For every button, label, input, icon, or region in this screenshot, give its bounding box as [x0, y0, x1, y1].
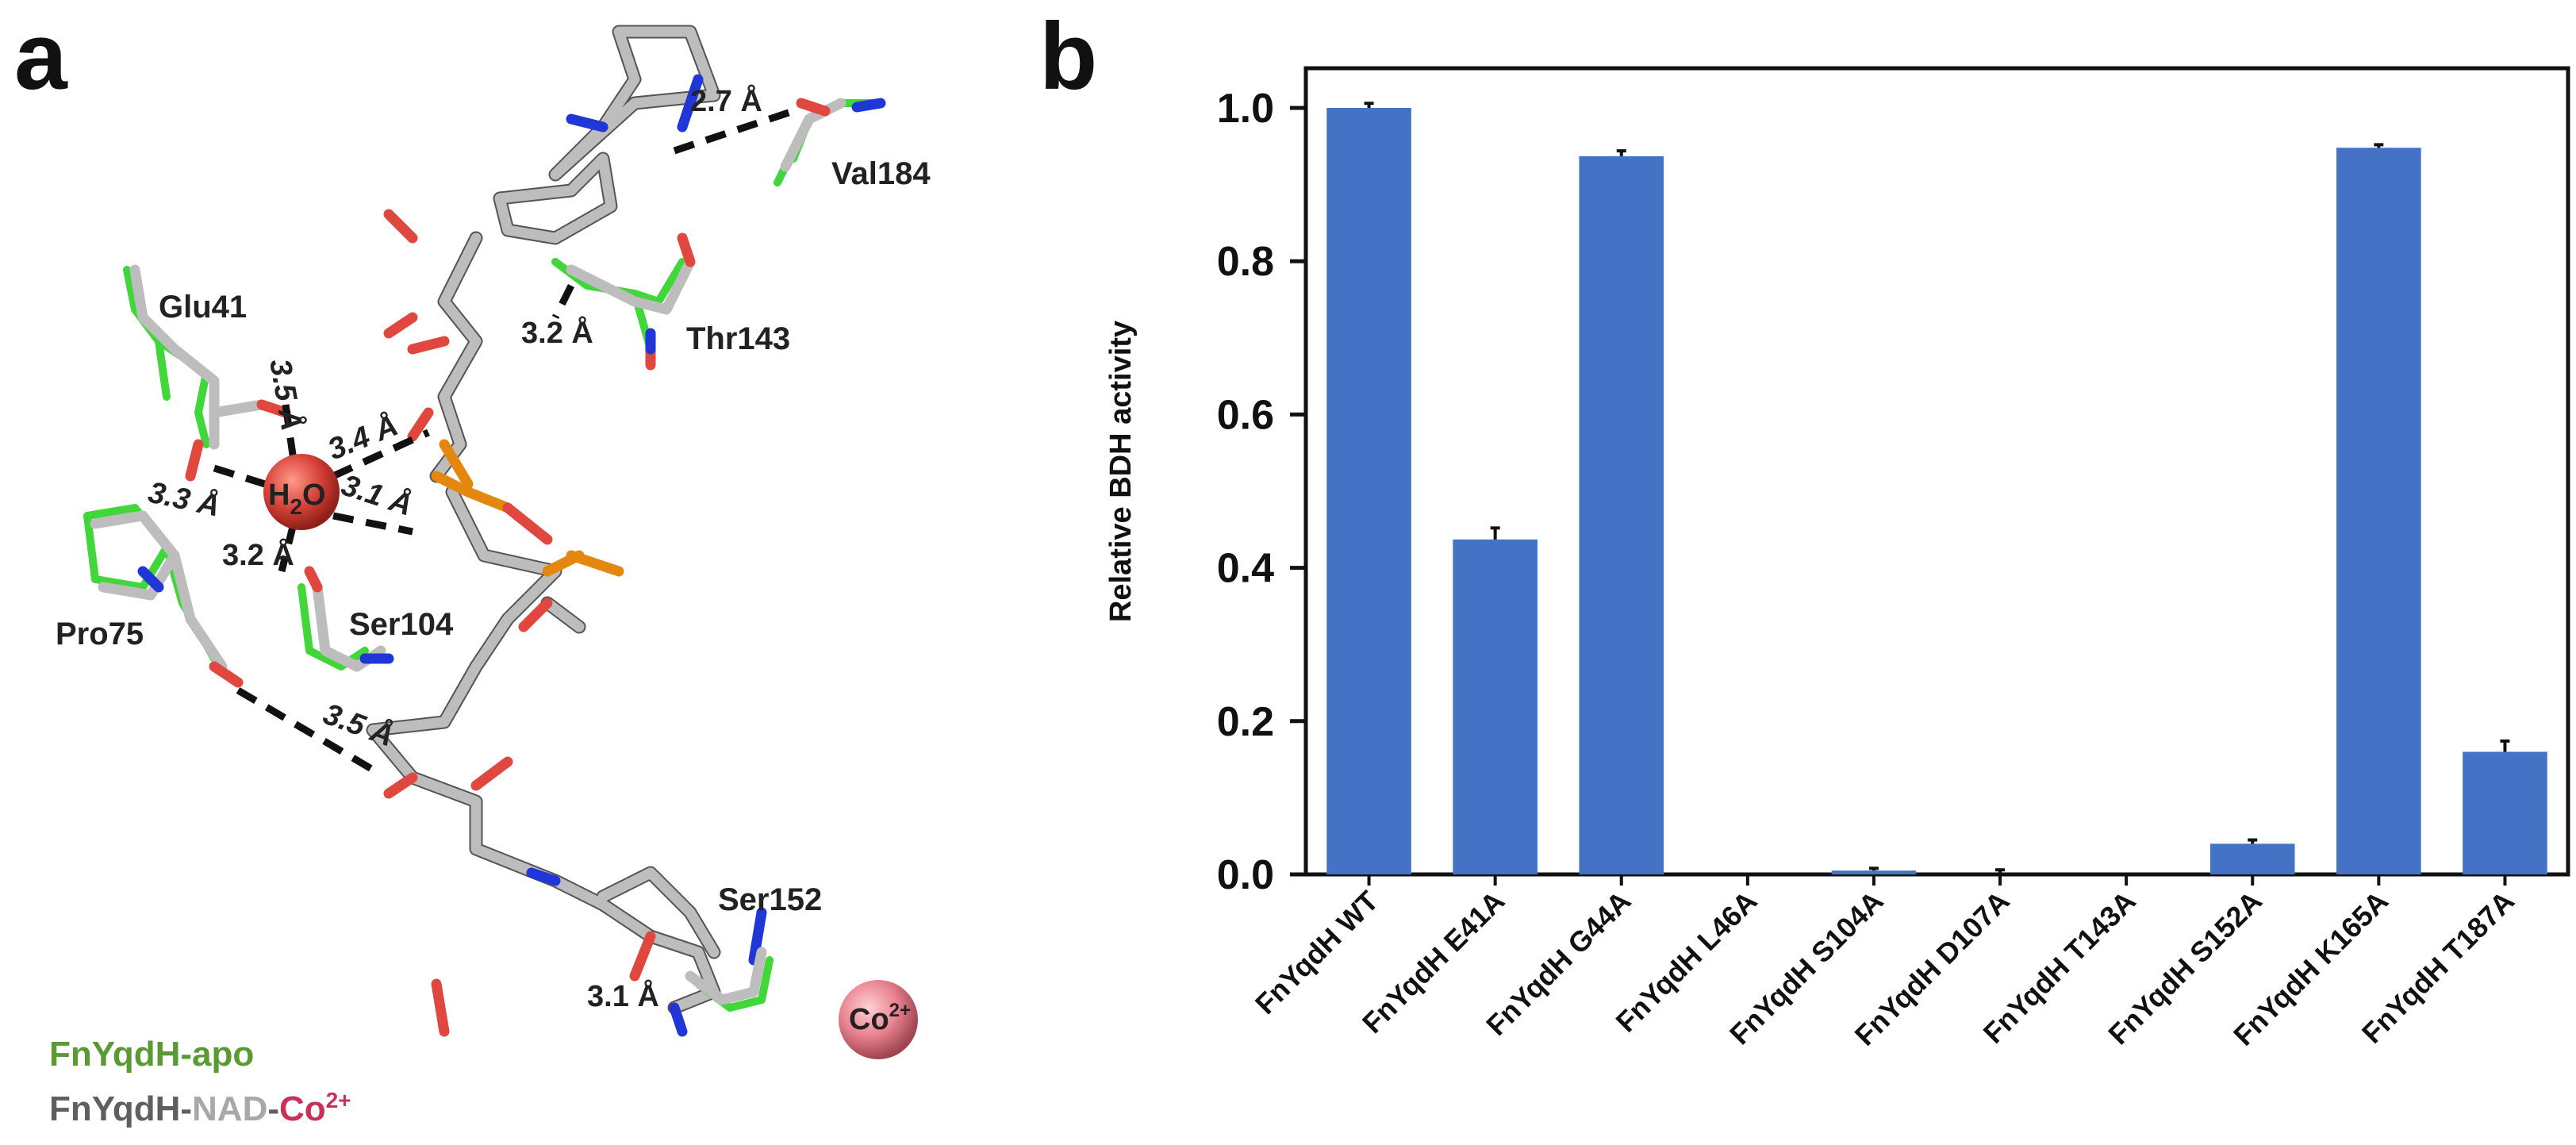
- panel-a-label: a: [14, 3, 68, 110]
- water-sphere: [263, 454, 340, 530]
- cobalt-sphere: [839, 980, 918, 1059]
- y-tick-label: 0.0: [1217, 852, 1274, 898]
- dist-o3-a: 3.4 Å: [323, 408, 402, 467]
- cobalt-label: Co2+: [849, 1000, 911, 1036]
- plot-frame: [1303, 66, 2570, 877]
- y-ticks: 0.0 0.2 0.4 0.6 0.8 1.0: [1217, 86, 1306, 898]
- x-tick-label: FnYqdH WT: [1249, 885, 1384, 1020]
- bar: [1831, 870, 1917, 874]
- bar-chart: Relative BDH activity 0.0 0.2 0.4 0.6 0.8 1.0…: [1104, 66, 2570, 1052]
- y-tick-label: 0.2: [1217, 699, 1274, 745]
- y-tick-label: 0.8: [1217, 239, 1274, 285]
- y-axis-label: Relative BDH activity: [1104, 321, 1138, 622]
- dist-val184: 2.7 Å: [690, 83, 762, 118]
- label-val184: Val184: [831, 156, 931, 191]
- bar: [1326, 108, 1411, 874]
- panel-b-label: b: [1039, 3, 1097, 110]
- label-ser152: Ser152: [718, 882, 822, 917]
- label-thr143: Thr143: [686, 321, 790, 356]
- label-ser104: Ser104: [349, 607, 454, 642]
- bar: [2463, 751, 2547, 874]
- bars: [1326, 108, 2547, 874]
- dist-ser104: 3.2 Å: [222, 537, 294, 572]
- y-tick-label: 1.0: [1217, 86, 1274, 132]
- dist-o3-b: 3.1 Å: [337, 468, 417, 523]
- bar: [1453, 539, 1538, 874]
- bar: [2209, 843, 2295, 874]
- y-tick-label: 0.6: [1217, 392, 1274, 438]
- water-label: H2O: [268, 478, 326, 519]
- molecular-structure: H2O Co2+: [83, 25, 918, 1059]
- dist-pro: 3.3 Å: [145, 475, 223, 524]
- bar: [2336, 148, 2421, 874]
- label-pro75: Pro75: [56, 617, 144, 651]
- dist-thr143: 3.2 Å: [521, 315, 593, 350]
- dist-glu41: 3.5 Å: [263, 356, 309, 433]
- bar: [1579, 156, 1664, 874]
- error-bars: [1364, 102, 2510, 874]
- legend-apo: FnYqdH-apo: [49, 1035, 254, 1074]
- label-glu41: Glu41: [159, 290, 247, 325]
- legend-holo: FnYqdH-NAD-Co2+: [49, 1088, 351, 1128]
- dist-ser152: 3.1 Å: [587, 978, 659, 1013]
- y-tick-label: 0.4: [1217, 546, 1274, 592]
